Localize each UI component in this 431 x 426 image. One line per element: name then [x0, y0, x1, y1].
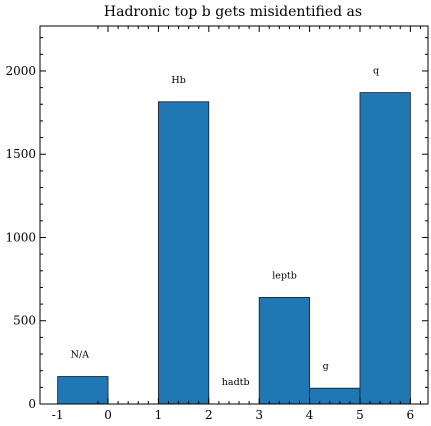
bar-q — [359, 92, 411, 405]
bar-label-n-a: N/A — [71, 350, 90, 361]
bar-g — [309, 387, 361, 405]
bar-label-leptb: leptb — [272, 270, 297, 281]
x-tick-label: 5 — [356, 408, 364, 422]
bar-n-a — [57, 376, 109, 405]
y-tick-label: 1000 — [5, 230, 36, 244]
bar-labels-group: N/A Hb hadtb leptb g q — [71, 66, 379, 388]
x-tick-label: 2 — [205, 408, 213, 422]
chart-title: Hadronic top b gets misidentified as — [104, 4, 362, 20]
x-tick-label: 1 — [155, 408, 163, 422]
x-tick-label: 3 — [255, 408, 263, 422]
bar-leptb — [258, 297, 310, 405]
plot-frame — [39, 25, 429, 405]
y-tick-label: 500 — [13, 314, 36, 328]
x-tick-label: 0 — [104, 408, 112, 422]
tick-labels-group: -1 0 1 2 3 4 5 6 0 500 1000 1500 2000 — [5, 64, 414, 422]
y-tick-label: 2000 — [5, 64, 36, 78]
bar-label-q: q — [373, 66, 379, 77]
bars-group — [57, 92, 411, 405]
y-tick-label: 1500 — [5, 147, 36, 161]
bar-label-hb: Hb — [171, 75, 185, 86]
bar-label-hadtb: hadtb — [222, 377, 250, 388]
bar-hb — [158, 101, 210, 405]
y-tick-label: 0 — [28, 397, 36, 411]
x-tick-label: -1 — [52, 408, 64, 422]
x-tick-label: 6 — [407, 408, 415, 422]
x-tick-label: 4 — [306, 408, 314, 422]
bar-label-g: g — [323, 361, 329, 372]
